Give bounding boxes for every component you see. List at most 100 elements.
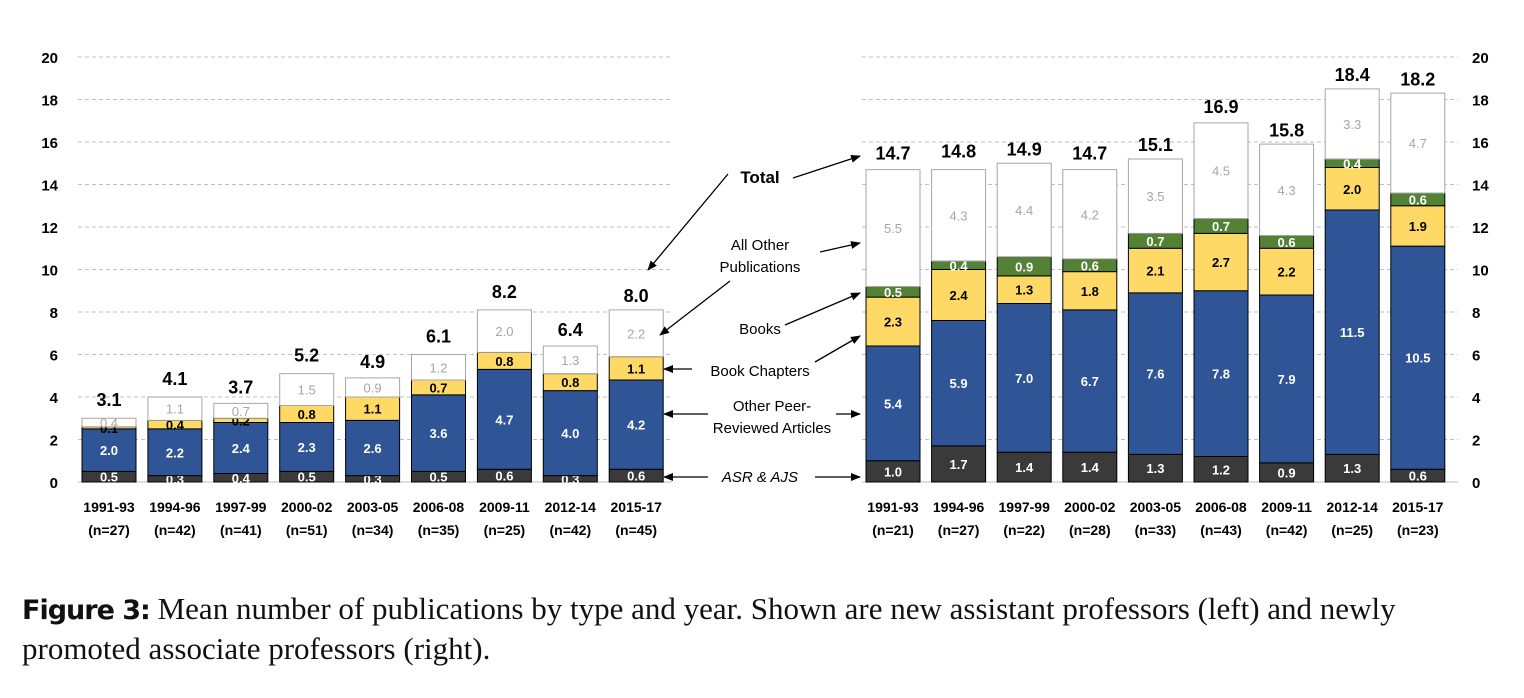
data-label-peer-reviewed: 4.0 [561,426,579,441]
bar-segment-book-chapters [1324,167,1380,211]
total-label: 15.8 [1269,120,1304,140]
x-tick-label: 2003-05 [347,499,399,515]
total-label: 6.4 [558,320,583,340]
data-label-other-publications: 0.9 [364,380,382,395]
data-label-asr-ajs: 1.3 [1146,461,1164,476]
x-tick-label: 1997-99 [999,499,1051,515]
data-label-other-publications: 1.2 [429,360,447,375]
data-label-peer-reviewed: 4.7 [495,412,513,427]
bar-segment-other-publications [1193,122,1249,219]
total-label: 15.1 [1138,135,1173,155]
y-tick-label: 8 [1472,305,1480,322]
annotation-arrow [647,173,729,271]
bar-segment-other-publications [411,354,466,381]
bar-segment-book-chapters [1390,205,1446,247]
bar-segment-peer-reviewed [1390,245,1446,470]
data-label-book-chapters: 2.3 [884,315,902,330]
data-label-books: 0.4 [950,258,969,273]
y-tick-label: 4 [50,390,59,407]
data-label-book-chapters: 2.1 [1146,264,1164,279]
bar-segment-other-publications [1062,169,1118,260]
bar-segment-other-publications [608,309,664,358]
y-tick-label: 0 [1472,475,1480,492]
data-label-peer-reviewed: 2.2 [166,445,184,460]
x-tick-label: 2015-17 [611,499,663,515]
data-label-other-publications: 4.5 [1212,164,1230,179]
data-label-other-publications: 5.5 [884,221,902,236]
data-label-other-publications: 3.3 [1343,117,1361,132]
bar-segment-peer-reviewed [1193,290,1249,457]
bar-segment-asr-ajs [996,451,1052,483]
total-label: 5.2 [294,346,319,366]
total-label: 14.7 [1072,144,1107,164]
data-label-asr-ajs: 0.6 [1409,469,1427,484]
data-label-asr-ajs: 1.0 [884,464,902,479]
y-tick-label: 14 [41,178,58,195]
data-label-asr-ajs: 1.2 [1212,462,1230,477]
annotation-asr-label: ASR & AJS [721,469,798,486]
sample-size-label: (n=23) [1397,522,1439,538]
bar-segment-other-publications [147,396,203,421]
bar-segment-other-publications [1390,92,1446,194]
x-tick-label: 2009-11 [479,499,530,515]
bar-segment-other-publications [865,169,921,287]
data-label-book-chapters: 0.8 [561,375,579,390]
data-label-other-publications: 0.7 [232,404,250,419]
data-label-other-publications: 4.7 [1409,136,1427,151]
sample-size-label: (n=43) [1200,522,1242,538]
data-label-book-chapters: 1.1 [364,402,382,417]
bar-segment-peer-reviewed [213,422,269,474]
publications-figure: 024681012141618200.52.00.10.43.11991-93(… [41,50,1489,538]
x-tick-label: 2012-14 [1327,499,1379,515]
annotation-arrow [819,241,861,253]
data-label-peer-reviewed: 3.6 [429,426,447,441]
data-label-books: 0.4 [1343,156,1362,171]
bar-segment-other-publications [213,402,269,419]
caption-label: Figure 3: [22,595,151,626]
caption-text: Mean number of publications by type and … [22,591,1396,666]
sample-size-label: (n=42) [1266,522,1308,538]
figure-caption: Figure 3: Mean number of publications by… [22,590,1507,668]
sample-size-label: (n=27) [938,522,980,538]
left-chart-assistant-professors: 024681012141618200.52.00.10.43.11991-93(… [41,50,672,538]
bar-segment-other-publications [1324,88,1380,160]
data-label-book-chapters: 0.8 [298,407,316,422]
data-label-other-publications: 4.3 [1278,183,1296,198]
data-label-peer-reviewed: 11.5 [1340,325,1365,340]
annotation-arrow [814,335,861,363]
data-label-peer-reviewed: 2.4 [232,441,251,456]
data-label-asr-ajs: 0.4 [232,471,251,486]
data-label-books: 0.6 [1409,192,1427,207]
data-label-book-chapters: 2.7 [1212,255,1230,270]
y-tick-label: 16 [41,135,58,152]
data-label-asr-ajs: 0.6 [495,469,513,484]
data-label-other-publications: 3.5 [1146,189,1164,204]
data-label-books: 0.5 [884,285,902,300]
y-tick-label: 14 [1472,178,1489,195]
sample-size-label: (n=25) [484,522,526,538]
sample-size-label: (n=28) [1069,522,1111,538]
bar-segment-other-publications [931,169,987,262]
bar-segment-asr-ajs [1127,453,1183,483]
y-tick-label: 18 [41,93,58,110]
bar-segment-asr-ajs [1062,451,1118,483]
y-tick-label: 18 [1472,93,1489,110]
annotation-arrow [659,280,731,336]
bar-segment-other-publications [81,417,137,428]
data-label-peer-reviewed: 6.7 [1081,374,1099,389]
data-label-peer-reviewed: 4.2 [627,418,645,433]
total-label: 8.2 [492,282,517,302]
bar-segment-peer-reviewed [147,428,203,477]
data-label-peer-reviewed: 7.9 [1278,372,1296,387]
data-label-other-publications: 4.3 [950,208,968,223]
sample-size-label: (n=51) [286,522,328,538]
annotation-total-label: Total [740,168,779,187]
annotation-arrow [784,292,861,326]
data-label-books: 0.9 [1015,259,1033,274]
bar-segment-peer-reviewed [931,320,987,447]
data-label-book-chapters: 2.4 [950,288,969,303]
data-label-books: 0.7 [1146,234,1164,249]
sample-size-label: (n=25) [1331,522,1373,538]
y-tick-label: 2 [1472,433,1480,450]
sample-size-label: (n=34) [352,522,394,538]
